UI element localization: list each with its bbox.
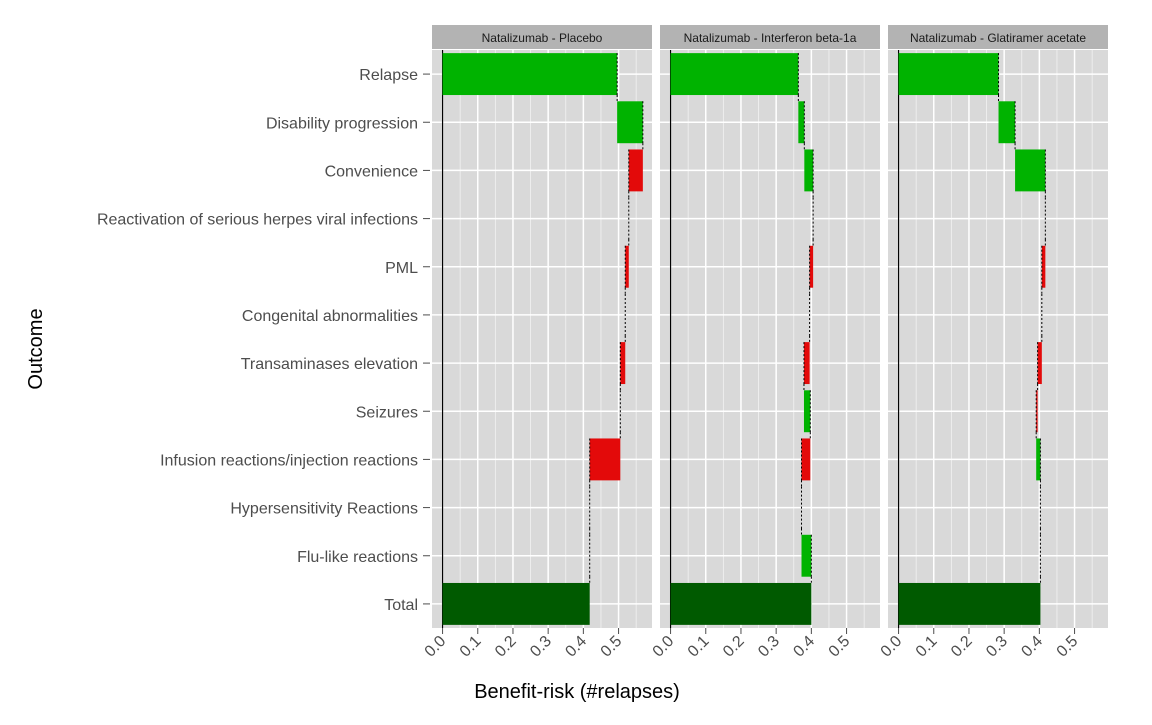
facet-title: Natalizumab - Glatiramer acetate xyxy=(910,31,1086,45)
waterfall-bar xyxy=(809,245,814,288)
waterfall-bar xyxy=(804,149,814,192)
facet-strip xyxy=(660,25,880,49)
y-axis-labels: Relapse Disability progression Convenience… xyxy=(97,67,430,614)
y-tick-label: Congenital abnormalities xyxy=(242,308,418,325)
waterfall-bar xyxy=(620,342,626,385)
waterfall-bar xyxy=(442,53,618,96)
facet-strip xyxy=(888,25,1108,49)
x-tick-label: 0.4 xyxy=(790,633,818,661)
x-tick-label: 0.0 xyxy=(650,633,678,661)
y-tick-label: Flu-like reactions xyxy=(297,549,418,566)
y-tick-label: Infusion reactions/injection reactions xyxy=(160,452,418,469)
waterfall-bar xyxy=(625,245,629,288)
waterfall-bar xyxy=(803,342,810,385)
waterfall-bar xyxy=(801,438,811,481)
x-tick-label: 0.5 xyxy=(1054,633,1082,661)
y-tick-label: Convenience xyxy=(325,163,419,180)
x-tick-label: 0.4 xyxy=(1018,633,1046,661)
x-tick-label: 0.4 xyxy=(562,633,590,661)
y-tick-label: Reactivation of serious herpes viral inf… xyxy=(97,212,418,229)
y-tick-label: Disability progression xyxy=(266,115,418,132)
panel-background xyxy=(888,50,1108,628)
x-tick-label: 0.3 xyxy=(527,633,555,661)
waterfall-bar xyxy=(1037,342,1042,385)
waterfall-bar xyxy=(801,534,812,577)
x-tick-label: 0.1 xyxy=(913,633,941,661)
waterfall-bar xyxy=(670,53,799,96)
waterfall-bar xyxy=(628,149,643,192)
total-bar xyxy=(898,582,1041,625)
waterfall-bar xyxy=(1036,438,1041,481)
x-tick-label: 0.5 xyxy=(826,633,854,661)
y-tick-label: Total xyxy=(384,597,418,614)
x-tick-label: 0.3 xyxy=(755,633,783,661)
x-tick-label: 0.1 xyxy=(457,633,485,661)
x-tick-label: 0.2 xyxy=(948,633,976,661)
facet-panel: Natalizumab - Interferon beta-1a0.0 0.1 0.… xyxy=(650,25,880,661)
waterfall-bar xyxy=(1036,390,1038,433)
waterfall-bar xyxy=(1041,245,1046,288)
x-tick-label: 0.5 xyxy=(598,633,626,661)
y-axis-title: Outcome xyxy=(25,308,47,389)
waterfall-bar xyxy=(998,101,1016,144)
y-tick-label: Hypersensitivity Reactions xyxy=(230,501,418,518)
waterfall-bar xyxy=(803,390,811,433)
waterfall-bar xyxy=(589,438,621,481)
waterfall-bar xyxy=(1015,149,1046,192)
facet-title: Natalizumab - Placebo xyxy=(482,31,603,45)
panel-background xyxy=(660,50,880,628)
waterfall-bar xyxy=(617,101,643,144)
facet-panel: Natalizumab - Placebo 0.0 0.1 0.2 0.3 0.4 0.5 xyxy=(422,25,652,661)
x-tick-label: 0.0 xyxy=(422,633,450,661)
x-tick-label: 0.3 xyxy=(983,633,1011,661)
panel-background xyxy=(432,50,652,628)
facet-title: Natalizumab - Interferon beta-1a xyxy=(684,31,857,45)
facet-strip xyxy=(432,25,652,49)
y-tick-label: PML xyxy=(385,260,418,277)
y-tick-label: Transaminases elevation xyxy=(241,356,418,373)
x-tick-label: 0.2 xyxy=(720,633,748,661)
x-tick-label: 0.2 xyxy=(492,633,520,661)
x-tick-label: 0.0 xyxy=(878,633,906,661)
waterfall-bar xyxy=(898,53,999,96)
x-axis-title: Benefit-risk (#relapses) xyxy=(474,681,680,703)
x-tick-label: 0.1 xyxy=(685,633,713,661)
y-tick-label: Seizures xyxy=(356,404,418,421)
total-bar xyxy=(442,582,590,625)
total-bar xyxy=(670,582,812,625)
y-tick-label: Relapse xyxy=(359,67,418,84)
waterfall-bar xyxy=(798,101,805,144)
